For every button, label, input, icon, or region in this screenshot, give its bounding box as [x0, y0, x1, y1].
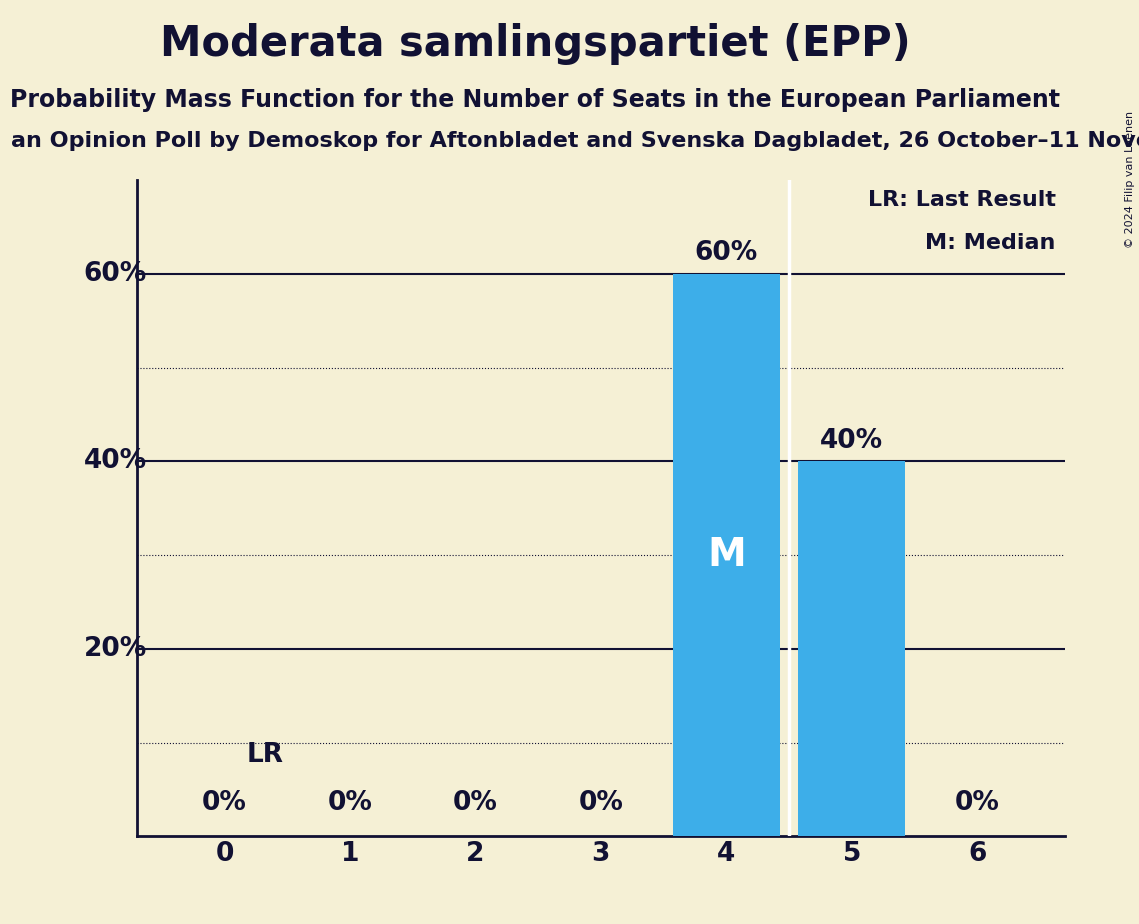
Text: an Opinion Poll by Demoskop for Aftonbladet and Svenska Dagbladet, 26 October–11: an Opinion Poll by Demoskop for Aftonbla… — [11, 131, 1139, 152]
Text: 0%: 0% — [453, 790, 498, 817]
Text: M: Median: M: Median — [925, 233, 1056, 252]
Text: 20%: 20% — [83, 636, 147, 662]
Text: 40%: 40% — [83, 448, 147, 474]
Text: 60%: 60% — [83, 261, 147, 286]
Text: 40%: 40% — [820, 428, 883, 454]
Text: 0%: 0% — [328, 790, 372, 817]
Text: Probability Mass Function for the Number of Seats in the European Parliament: Probability Mass Function for the Number… — [10, 88, 1060, 112]
Text: M: M — [707, 536, 746, 574]
Text: 0%: 0% — [202, 790, 247, 817]
Bar — [673, 274, 779, 836]
Text: 60%: 60% — [695, 240, 757, 266]
Text: LR: LR — [247, 742, 284, 768]
Text: 0%: 0% — [954, 790, 1000, 817]
Bar — [798, 461, 906, 836]
Text: © 2024 Filip van Laenen: © 2024 Filip van Laenen — [1125, 111, 1134, 248]
Text: LR: Last Result: LR: Last Result — [868, 190, 1056, 210]
Text: 0%: 0% — [579, 790, 623, 817]
Text: Moderata samlingspartiet (EPP): Moderata samlingspartiet (EPP) — [159, 23, 911, 65]
